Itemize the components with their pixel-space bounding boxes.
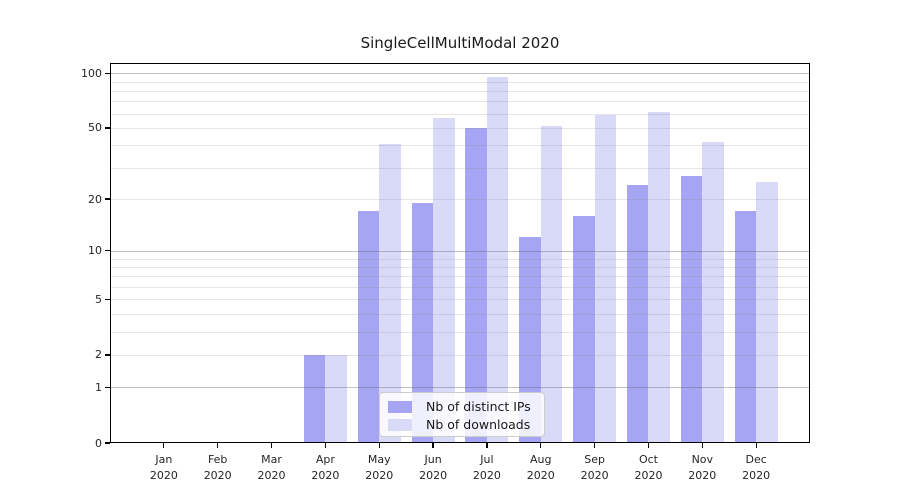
x-tick-label-oct: Oct 2020 xyxy=(620,452,676,483)
y-tick-mark-20 xyxy=(105,198,110,200)
x-tick-mark-oct xyxy=(647,443,650,448)
x-tick-label-may: May 2020 xyxy=(351,452,407,483)
x-tick-mark-sep xyxy=(594,443,596,448)
bar-nb-of-downloads-oct xyxy=(648,112,670,443)
x-tick-year: 2020 xyxy=(149,468,178,482)
bar-nb-of-distinct-ips-apr xyxy=(303,354,326,443)
gridline-minor-70 xyxy=(110,101,810,103)
legend-item-downloads: Nb of downloads xyxy=(388,416,536,433)
y-tick-mark-1 xyxy=(105,386,110,389)
bar-nb-of-distinct-ips-oct xyxy=(626,185,649,443)
x-tick-year: 2020 xyxy=(311,468,340,482)
x-tick-label-dec: Dec 2020 xyxy=(728,452,784,483)
gridline-minor-30 xyxy=(110,167,810,169)
gridline-minor-50 xyxy=(110,127,810,129)
gridline-minor-6 xyxy=(110,287,810,289)
gridline-major-100 xyxy=(110,73,810,75)
x-tick-label-feb: Feb 2020 xyxy=(190,452,246,483)
x-tick-label-mar: Mar 2020 xyxy=(244,452,300,483)
y-tick-label-1: 1 xyxy=(95,380,102,394)
x-tick-mark-aug xyxy=(540,443,542,448)
x-tick-label-jul: Jul 2020 xyxy=(459,452,515,483)
y-tick-mark-50 xyxy=(105,127,110,129)
x-tick-mark-may xyxy=(378,443,380,448)
x-tick-year: 2020 xyxy=(203,468,232,482)
y-tick-label-5: 5 xyxy=(95,292,102,306)
gridline-minor-40 xyxy=(110,145,810,147)
x-tick-mark-mar xyxy=(270,443,273,448)
legend-swatch-downloads xyxy=(388,418,412,431)
bar-nb-of-distinct-ips-aug xyxy=(519,237,541,443)
x-tick-label-jun: Jun 2020 xyxy=(405,452,461,483)
bar-nb-of-distinct-ips-jul xyxy=(465,127,487,443)
bar-nb-of-downloads-jul xyxy=(486,77,509,443)
x-tick-year: 2020 xyxy=(688,468,717,482)
y-tick-mark-0 xyxy=(105,442,110,444)
x-tick-label-sep: Sep 2020 xyxy=(567,452,623,483)
bar-nb-of-downloads-apr xyxy=(325,354,347,443)
x-tick-label-apr: Apr 2020 xyxy=(297,452,353,483)
y-tick-label-20: 20 xyxy=(88,192,102,206)
gridline-minor-80 xyxy=(110,90,810,92)
x-tick-mark-nov xyxy=(701,443,703,448)
bar-nb-of-downloads-sep xyxy=(594,114,617,443)
bar-nb-of-downloads-aug xyxy=(540,126,563,443)
gridline-minor-7 xyxy=(110,276,810,278)
y-tick-mark-5 xyxy=(105,298,110,301)
bar-nb-of-distinct-ips-sep xyxy=(573,215,595,443)
y-tick-mark-100 xyxy=(105,72,110,74)
bar-nb-of-distinct-ips-dec xyxy=(734,211,757,443)
legend-label-downloads: Nb of downloads xyxy=(426,417,531,432)
x-tick-mark-dec xyxy=(755,443,757,448)
y-tick-mark-2 xyxy=(105,354,110,356)
bar-nb-of-downloads-nov xyxy=(702,141,724,443)
legend-label-distinct-ips: Nb of distinct IPs xyxy=(426,399,531,414)
x-tick-year: 2020 xyxy=(634,468,663,482)
gridline-minor-4 xyxy=(110,314,810,316)
bar-nb-of-distinct-ips-may xyxy=(357,211,380,443)
x-tick-year: 2020 xyxy=(526,468,555,482)
x-tick-mark-jun xyxy=(432,443,434,448)
y-tick-mark-10 xyxy=(105,250,110,252)
x-tick-label-jan: Jan 2020 xyxy=(136,452,192,483)
x-tick-year: 2020 xyxy=(472,468,501,482)
gridline-major-10 xyxy=(110,250,810,252)
x-tick-year: 2020 xyxy=(365,468,394,482)
gridline-minor-3 xyxy=(110,331,810,333)
y-tick-label-50: 50 xyxy=(88,121,102,135)
plot-area xyxy=(110,63,810,443)
legend-swatch-distinct-ips xyxy=(388,400,412,413)
gridline-minor-2 xyxy=(110,354,810,356)
bar-nb-of-downloads-dec xyxy=(756,181,778,443)
bar-nb-of-distinct-ips-jun xyxy=(411,202,434,443)
x-tick-year: 2020 xyxy=(419,468,448,482)
x-tick-label-nov: Nov 2020 xyxy=(674,452,730,483)
x-tick-mark-jul xyxy=(486,443,488,448)
x-tick-mark-feb xyxy=(217,443,219,448)
x-tick-label-aug: Aug 2020 xyxy=(513,452,569,483)
chart-title: SingleCellMultiModal 2020 xyxy=(360,34,560,52)
gridline-minor-5 xyxy=(110,299,810,301)
gridline-major-1 xyxy=(110,387,810,389)
gridline-minor-60 xyxy=(110,113,810,115)
gridline-minor-20 xyxy=(110,199,810,201)
gridline-minor-8 xyxy=(110,266,810,268)
legend: Nb of distinct IPs Nb of downloads xyxy=(379,392,545,437)
y-tick-label-0: 0 xyxy=(95,436,102,450)
bar-nb-of-downloads-may xyxy=(379,143,401,443)
x-tick-year: 2020 xyxy=(580,468,609,482)
x-tick-year: 2020 xyxy=(742,468,771,482)
bar-nb-of-downloads-jun xyxy=(433,117,455,443)
x-tick-mark-jan xyxy=(163,443,165,448)
x-tick-mark-apr xyxy=(324,443,326,448)
y-tick-label-10: 10 xyxy=(88,244,102,258)
legend-item-distinct-ips: Nb of distinct IPs xyxy=(388,398,536,415)
gridline-minor-9 xyxy=(110,258,810,260)
gridline-minor-90 xyxy=(110,81,810,83)
x-tick-year: 2020 xyxy=(257,468,286,482)
y-tick-label-2: 2 xyxy=(95,348,102,362)
y-tick-label-100: 100 xyxy=(81,66,102,80)
bar-nb-of-distinct-ips-nov xyxy=(680,176,703,443)
